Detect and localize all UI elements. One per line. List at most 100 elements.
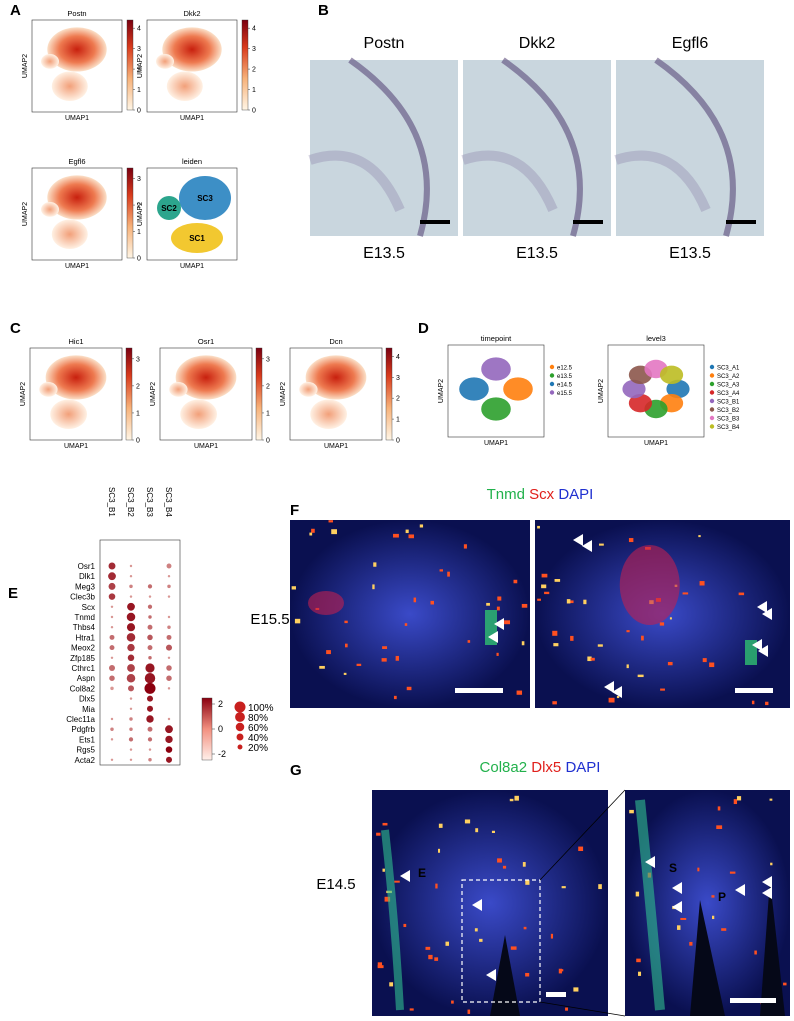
- legend-swatch: [549, 390, 555, 395]
- signal-spot: [709, 662, 715, 668]
- x-axis-label: UMAP1: [484, 440, 508, 447]
- arrowhead: [573, 534, 583, 546]
- dot: [144, 672, 156, 684]
- x-axis-label: UMAP1: [180, 115, 204, 122]
- gene-label: Dlx5: [79, 695, 96, 704]
- dot: [167, 656, 171, 660]
- signal-spot: [319, 665, 325, 669]
- umap-cells: [166, 71, 203, 101]
- dot: [167, 615, 171, 619]
- umap-cells: [503, 377, 533, 401]
- size-legend-dot: [235, 712, 245, 722]
- colorbar-tick-label: 0: [136, 438, 140, 445]
- dot: [110, 727, 114, 731]
- dot: [148, 748, 152, 751]
- signal-spot: [406, 686, 412, 691]
- stage-label: E13.5: [669, 245, 711, 262]
- colorbar-tick-label: 1: [396, 417, 400, 424]
- signal-spot: [698, 535, 701, 538]
- size-legend-dot: [237, 744, 243, 750]
- signal-spot: [463, 544, 467, 549]
- signal-spot: [438, 823, 443, 828]
- colorbar-tick-label: 2: [396, 396, 400, 403]
- legend-label: SC3_B4: [717, 425, 740, 431]
- dot: [129, 584, 133, 589]
- gene-label: Thbs4: [73, 623, 96, 632]
- column-label: SC3_B3: [145, 487, 154, 517]
- legend-swatch: [549, 364, 555, 370]
- stain-name: Dlx5: [531, 759, 561, 776]
- cluster-label: SC1: [189, 234, 205, 243]
- signal-spot: [669, 617, 672, 620]
- colorbar-tick-label: 2: [137, 203, 141, 210]
- signal-spot: [474, 928, 478, 932]
- signal-spot: [393, 533, 399, 538]
- region-label: E: [418, 866, 426, 880]
- plot-title: Dcn: [329, 337, 342, 346]
- signal-spot: [389, 982, 394, 987]
- colorbar-tick-label: 0: [396, 438, 400, 445]
- arrowhead: [735, 884, 745, 896]
- stain-name: DAPI: [565, 759, 600, 776]
- signal-spot: [570, 600, 574, 604]
- dot: [129, 574, 133, 578]
- plot-title: leiden: [182, 157, 202, 166]
- dot: [127, 654, 135, 662]
- signal-spot: [716, 825, 723, 830]
- signal-spot: [326, 650, 331, 655]
- dot: [147, 726, 153, 732]
- legend-label: e14.5: [557, 383, 573, 389]
- image-title: Egfl6: [672, 35, 709, 52]
- gene-label: Rgs5: [76, 746, 95, 755]
- signal-spot: [372, 584, 375, 590]
- signal-spot: [513, 579, 518, 584]
- dot: [167, 574, 171, 578]
- pulp: [760, 880, 785, 1016]
- dot: [110, 605, 114, 609]
- size-legend-dot: [236, 733, 244, 741]
- signal-spot: [608, 697, 615, 703]
- stain-name: DAPI: [558, 486, 593, 503]
- signal-spot: [475, 828, 479, 833]
- colorbar: [385, 347, 393, 441]
- signal-spot: [636, 958, 641, 963]
- column-label: SC3_B1: [107, 487, 116, 517]
- signal-spot: [502, 865, 507, 869]
- signal-spot: [702, 658, 707, 663]
- signal-spot: [544, 591, 550, 595]
- signal-spot: [638, 971, 642, 976]
- umap-cells: [310, 399, 348, 429]
- signal-spot: [516, 690, 523, 695]
- gene-label: Clec11a: [66, 715, 95, 724]
- region-label: S: [669, 861, 677, 875]
- arrowhead: [672, 901, 682, 913]
- signal-spot: [439, 569, 444, 572]
- dot: [165, 644, 173, 651]
- dot: [127, 602, 135, 611]
- column-label: SC3_B4: [164, 487, 173, 517]
- umap-cells: [299, 382, 318, 397]
- signal-spot: [343, 672, 347, 675]
- umap-cells: [175, 355, 237, 400]
- scale-bar: [735, 688, 773, 693]
- arrowhead: [488, 631, 498, 643]
- x-axis-label: UMAP1: [324, 443, 348, 450]
- size-legend-label: 80%: [248, 713, 268, 724]
- gene-label: Mia: [82, 705, 95, 714]
- legend-label: SC3_B1: [717, 400, 740, 406]
- plot-title: level3: [646, 334, 666, 343]
- scale-bar: [420, 220, 450, 224]
- colorbar: [241, 19, 249, 111]
- gene-label: Zfp185: [70, 654, 95, 663]
- signal-spot: [635, 891, 640, 897]
- plot-title: Postn: [67, 9, 86, 18]
- arrowhead: [645, 856, 655, 868]
- signal-spot: [733, 799, 738, 805]
- dot: [148, 595, 152, 598]
- signal-spot: [616, 695, 620, 699]
- scx-signal: [308, 591, 344, 615]
- y-axis-label: UMAP2: [137, 202, 144, 226]
- colorbar-tick-label: 3: [137, 46, 141, 53]
- signal-spot: [356, 663, 362, 666]
